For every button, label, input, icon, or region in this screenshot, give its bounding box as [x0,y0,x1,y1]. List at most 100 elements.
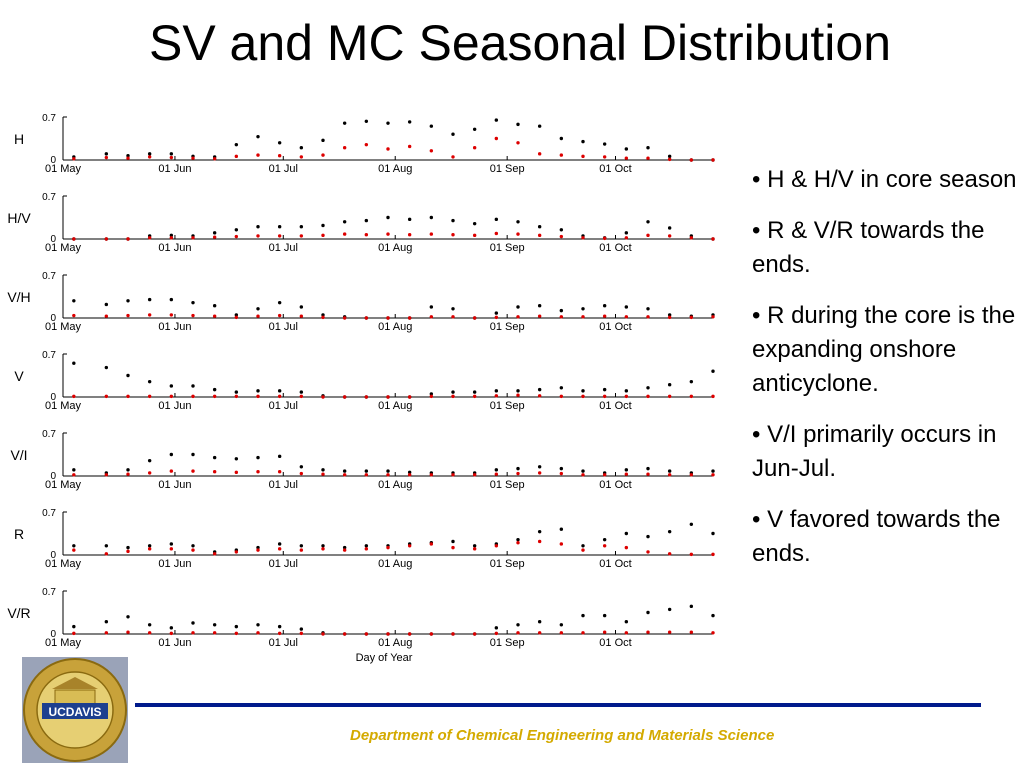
black-data-point [277,624,282,629]
red-data-point [147,155,152,159]
red-data-point [72,237,76,241]
x-tick-label: 01 Aug [378,242,412,254]
red-data-point [537,539,542,544]
red-data-point [494,394,499,398]
red-data-point [559,153,564,157]
black-data-point [126,615,130,619]
black-data-point [667,154,672,159]
red-data-point [667,315,672,320]
red-data-point [169,631,174,636]
red-data-point [104,631,109,635]
black-data-point [494,118,499,122]
black-data-point [537,620,542,624]
black-data-point [191,452,195,457]
red-data-point [104,155,109,160]
red-data-point [212,394,217,399]
x-tick-label: 01 Sep [490,558,525,570]
black-data-point [191,544,195,548]
red-data-point [72,548,76,552]
red-data-point [581,394,585,399]
red-data-point [407,233,412,237]
black-data-point [559,527,564,531]
black-data-point [342,220,347,224]
red-data-point [407,473,412,477]
black-data-point [321,223,325,228]
red-data-point [364,547,369,551]
red-data-point [624,315,629,319]
black-data-point [624,468,629,472]
red-data-point [277,631,282,636]
black-data-point [169,152,174,156]
red-data-point [581,631,585,635]
red-data-point [342,473,347,477]
black-data-point [234,457,239,461]
red-data-point [537,394,542,398]
black-data-point [104,152,109,156]
red-data-point [169,394,174,399]
black-data-point [321,544,325,548]
black-data-point [277,141,282,145]
red-data-point [407,544,412,548]
black-data-point [169,233,174,238]
black-data-point [277,542,282,546]
black-data-point [451,132,455,136]
black-data-point [581,139,585,144]
black-data-point [72,361,76,365]
red-data-point [537,152,542,156]
red-data-point [667,630,672,634]
red-data-point [364,233,369,237]
black-data-point [624,147,629,151]
red-data-point [126,630,130,634]
red-data-point [602,394,607,399]
black-data-point [689,522,694,526]
red-data-point [342,395,347,399]
red-data-point [689,236,694,240]
red-data-point [451,545,455,550]
black-data-point [147,379,152,384]
red-data-point [711,158,715,162]
red-data-point [451,394,455,399]
black-data-point [386,121,390,125]
black-data-point [667,607,672,612]
red-data-point [169,469,174,473]
black-data-point [212,304,217,308]
red-data-point [559,542,564,546]
black-data-point [537,304,542,308]
red-data-point [646,550,650,554]
black-data-point [516,122,520,127]
black-data-point [321,138,325,143]
red-data-point [321,395,325,399]
red-data-point [104,552,109,556]
black-data-point [581,389,585,393]
red-data-point [147,236,152,240]
red-data-point [429,542,434,546]
black-data-point [342,469,347,473]
x-tick-label: 01 Jul [269,400,298,412]
red-data-point [581,548,585,552]
x-tick-label: 01 Jun [158,637,191,649]
black-data-point [191,300,195,305]
red-data-point [169,236,174,240]
x-tick-label: 01 Sep [490,321,525,333]
x-tick-label: 01 Sep [490,637,525,649]
black-data-point [407,217,412,222]
red-data-point [191,548,195,552]
red-data-point [429,394,434,399]
red-data-point [667,552,672,556]
red-data-point [624,156,629,160]
red-data-point [451,233,455,237]
black-data-point [646,534,650,539]
red-data-point [624,394,629,399]
red-data-point [407,395,412,399]
red-data-point [147,471,152,475]
black-data-point [429,215,434,220]
red-data-point [321,315,325,320]
black-data-point [646,146,650,150]
red-data-point [364,316,369,320]
bullet-list: • H & H/V in core season • R & V/R towar… [752,163,1022,588]
red-data-point [169,547,174,551]
red-data-point [451,155,455,159]
red-data-point [494,136,499,141]
red-data-point [234,470,239,475]
black-data-point [126,154,130,158]
